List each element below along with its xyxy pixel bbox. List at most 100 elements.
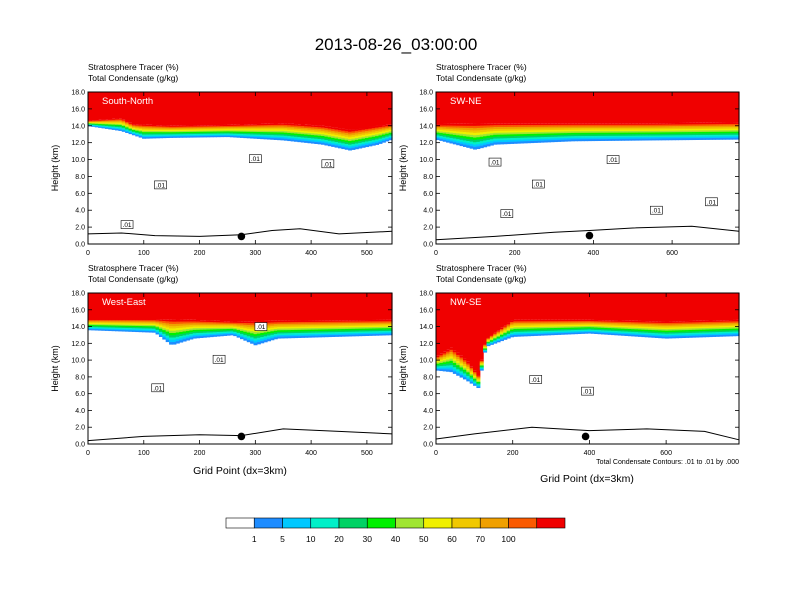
tracer-cell <box>155 129 160 132</box>
tracer-cell <box>209 134 214 137</box>
tracer-cell <box>182 132 187 134</box>
tracer-cell <box>735 123 740 126</box>
tracer-cell <box>621 293 626 321</box>
tracer-cell <box>483 140 488 143</box>
tracer-cell <box>209 125 214 127</box>
tracer-cell <box>260 320 265 324</box>
tracer-cell <box>489 123 494 126</box>
contour-label: .01 <box>256 324 265 331</box>
tracer-cell <box>557 326 562 329</box>
tracer-cell <box>648 329 653 332</box>
tracer-cell <box>678 130 683 133</box>
tracer-cell <box>381 137 386 140</box>
tracer-cell <box>476 386 481 389</box>
tracer-cell <box>442 135 447 137</box>
panel-name-label: NW-SE <box>450 297 482 308</box>
tracer-cell <box>226 331 231 334</box>
tracer-cell <box>486 125 491 128</box>
tracer-cell <box>638 92 642 124</box>
tracer-cell <box>175 135 180 137</box>
tracer-cell <box>212 320 217 323</box>
contour-label: .01 <box>652 208 661 215</box>
tracer-cell <box>479 141 484 144</box>
tracer-cell <box>510 128 515 131</box>
tracer-cell <box>179 128 184 131</box>
tracer-cell <box>270 129 275 132</box>
tracer-cell <box>681 321 686 323</box>
tracer-cell <box>125 124 130 126</box>
tracer-cell <box>557 321 562 323</box>
tracer-cell <box>94 322 99 324</box>
tracer-cell <box>617 127 622 130</box>
tracer-cell <box>344 328 349 331</box>
tracer-cell <box>560 330 565 333</box>
tracer-cell <box>537 124 541 128</box>
tracer-cell <box>493 142 498 145</box>
tracer-cell <box>560 331 565 334</box>
tracer-cell <box>111 127 116 129</box>
tracer-cell <box>182 133 187 135</box>
tracer-cell <box>574 326 578 328</box>
tracer-cell <box>489 139 494 142</box>
tracer-cell <box>128 319 133 321</box>
tracer-cell <box>354 334 359 337</box>
tracer-cell <box>563 124 568 127</box>
tracer-cell <box>91 92 96 121</box>
tracer-cell <box>118 328 123 331</box>
tracer-cell <box>560 123 565 126</box>
tracer-cell <box>175 125 180 128</box>
tracer-cell <box>118 325 123 328</box>
tracer-cell <box>290 128 295 131</box>
tracer-cell <box>664 132 669 135</box>
tracer-cell <box>631 320 636 323</box>
tracer-cell <box>169 342 174 345</box>
tracer-cell <box>304 326 309 329</box>
tracer-cell <box>499 134 504 137</box>
colorbar-label: 50 <box>419 534 429 544</box>
tracer-cell <box>368 329 373 332</box>
tracer-cell <box>712 136 717 139</box>
tracer-cell <box>449 139 454 142</box>
tracer-field <box>436 92 740 150</box>
tracer-cell <box>135 130 140 133</box>
tracer-cell <box>108 127 113 129</box>
tracer-cell <box>283 124 288 127</box>
tracer-cell <box>364 132 369 135</box>
tracer-cell <box>712 329 717 332</box>
tracer-cell <box>253 125 258 128</box>
tracer-cell <box>664 323 669 325</box>
tracer-cell <box>273 129 278 132</box>
tracer-cell <box>118 330 123 332</box>
tracer-cell <box>503 127 508 130</box>
tracer-cell <box>452 125 457 128</box>
tracer-cell <box>256 92 261 124</box>
tracer-cell <box>388 326 393 329</box>
tracer-cell <box>715 124 720 126</box>
tracer-cell <box>294 325 299 328</box>
tracer-cell <box>654 333 659 335</box>
tracer-cell <box>169 319 174 322</box>
tracer-cell <box>121 320 126 322</box>
tracer-cell <box>310 335 315 338</box>
tracer-cell <box>179 131 184 133</box>
tracer-cell <box>732 293 737 320</box>
tracer-cell <box>577 137 582 140</box>
tracer-cell <box>182 329 187 332</box>
tracer-cell <box>459 355 464 358</box>
tracer-cell <box>375 129 380 132</box>
tracer-cell <box>260 137 265 140</box>
tracer-cell <box>648 130 653 133</box>
tracer-cell <box>192 333 197 336</box>
tracer-cell <box>290 320 295 323</box>
tracer-cell <box>131 126 136 128</box>
tracer-cell <box>348 323 353 325</box>
tracer-cell <box>88 319 92 321</box>
tracer-cell <box>621 137 626 140</box>
tracer-cell <box>597 293 602 321</box>
tracer-cell <box>611 322 616 325</box>
tracer-cell <box>722 323 727 325</box>
tracer-cell <box>371 328 376 331</box>
tracer-cell <box>658 133 663 136</box>
tracer-cell <box>695 332 700 335</box>
tracer-cell <box>543 326 548 329</box>
